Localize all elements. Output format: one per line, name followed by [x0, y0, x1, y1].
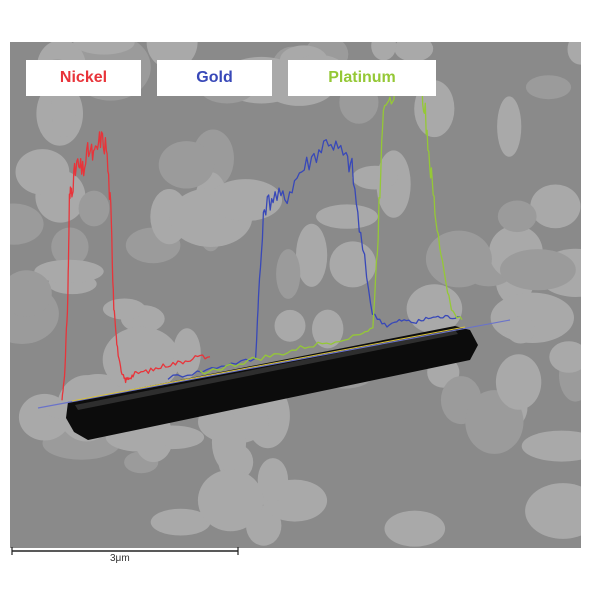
film-hole	[425, 230, 492, 288]
film-hole	[394, 42, 434, 62]
series-line-platinum	[199, 62, 463, 375]
legend-nickel: Nickel	[26, 60, 141, 96]
film-hole	[78, 190, 110, 227]
legend-platinum: Platinum	[288, 60, 436, 96]
film-hole	[10, 203, 44, 245]
film-hole	[274, 309, 306, 342]
film-hole	[371, 42, 397, 61]
film-hole	[150, 508, 211, 536]
film-hole	[521, 430, 581, 462]
film-hole	[173, 328, 201, 379]
film-hole	[102, 326, 180, 393]
film-hole	[316, 204, 378, 229]
film-hole	[10, 270, 52, 317]
film-hole	[530, 184, 581, 229]
film-hole	[384, 510, 446, 547]
film-hole	[211, 413, 247, 472]
film-hole	[567, 42, 581, 65]
film-hole	[500, 249, 576, 291]
film-hole	[102, 298, 146, 320]
film-hole	[296, 223, 328, 287]
film-hole	[257, 458, 289, 502]
legend-label-platinum: Platinum	[328, 69, 396, 86]
film-hole	[51, 227, 89, 267]
scan-line-yellow	[71, 326, 466, 402]
film-hole	[505, 315, 536, 344]
film-hole	[495, 354, 542, 410]
film-hole	[15, 149, 70, 195]
sem-background	[10, 42, 581, 548]
nanowire	[66, 326, 478, 440]
film-hole	[276, 249, 301, 299]
film-hole	[525, 75, 572, 100]
film-hole	[197, 469, 264, 532]
film-hole	[329, 241, 377, 288]
series-layer	[61, 62, 463, 401]
scan-line	[37, 319, 511, 409]
film-hole	[352, 165, 398, 190]
series-line-gold	[167, 139, 461, 380]
series-line-nickel	[61, 131, 211, 401]
film-hole	[406, 284, 463, 334]
film-hole	[158, 141, 215, 189]
legend-gold: Gold	[157, 60, 272, 96]
film-hole	[525, 483, 581, 539]
scale-bar-label: 3μm	[110, 553, 130, 564]
film-hole	[34, 259, 104, 283]
film-hole	[549, 341, 581, 373]
film-hole	[497, 200, 537, 233]
film-hole	[73, 42, 135, 55]
legend-label-nickel: Nickel	[59, 69, 108, 86]
film-hole	[312, 309, 344, 349]
nanowire-highlight	[75, 330, 458, 410]
legend-label-gold: Gold	[196, 69, 233, 86]
film-hole	[497, 96, 522, 157]
